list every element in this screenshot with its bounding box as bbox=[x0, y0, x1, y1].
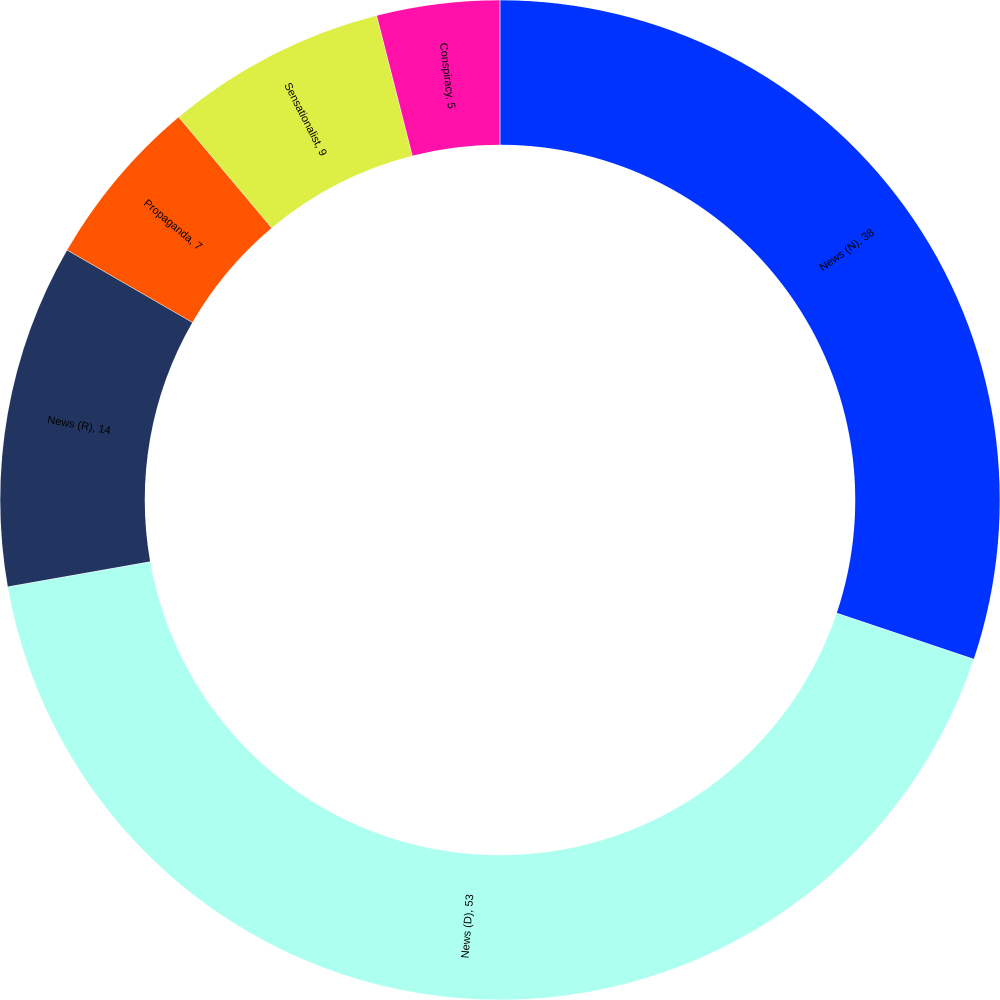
donut-slice bbox=[499, 0, 1000, 660]
donut-slice bbox=[376, 0, 501, 157]
slice-label: News (D), 53 bbox=[460, 894, 477, 959]
donut-slice bbox=[7, 561, 975, 1000]
